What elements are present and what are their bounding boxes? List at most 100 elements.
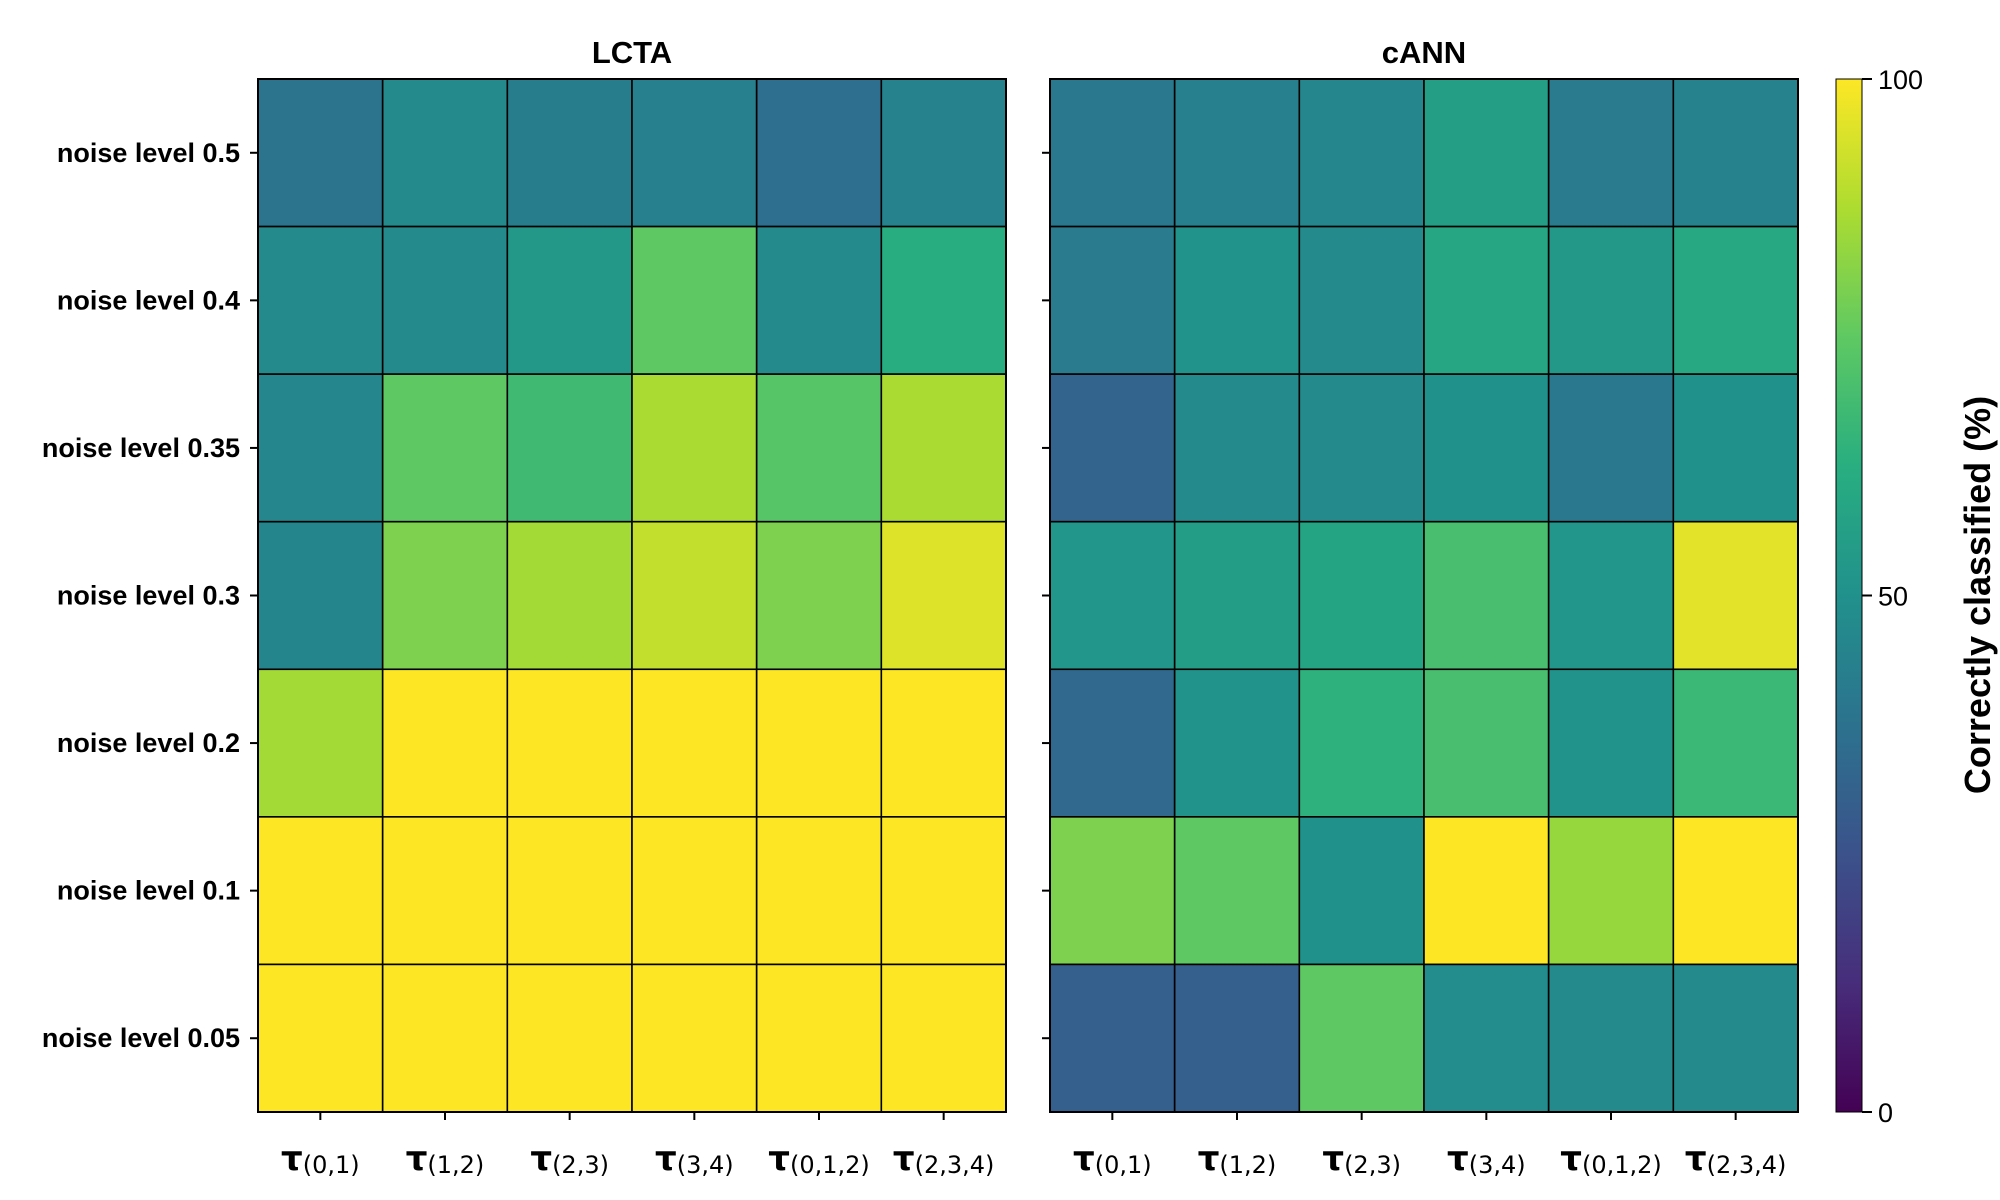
heatmap-cell (755, 78, 883, 228)
heatmap-cell (1049, 78, 1176, 228)
heatmap-cell (1547, 520, 1675, 671)
heatmap-cell (506, 520, 633, 671)
heatmap-cell (755, 963, 883, 1113)
heatmap-cell (1423, 963, 1550, 1113)
heatmap-cell (257, 816, 384, 966)
heatmap-cell (1547, 225, 1675, 375)
heatmap-cell (1672, 668, 1799, 818)
colorbar-tick-label: 0 (1878, 1098, 1893, 1128)
row-labels-lcta: noise level 0.5 noise level 0.4 noise leve… (42, 138, 258, 1053)
heatmap-cell (755, 668, 883, 818)
heatmap-cells-cann (1049, 78, 1799, 1113)
column-label: τ(0,1) (1073, 1139, 1152, 1179)
heatmap-cell (381, 520, 509, 671)
row-label: noise level 0.3 (57, 581, 240, 611)
heatmap-cell (755, 225, 883, 375)
heatmap-cell (1298, 225, 1425, 375)
column-label: τ(2,3) (530, 1139, 609, 1179)
heatmap-cell (1049, 373, 1176, 523)
column-label: τ(1,2) (406, 1139, 485, 1179)
column-label: τ(2,3,4) (893, 1139, 995, 1179)
heatmap-cell (880, 225, 1007, 375)
heatmap-cell (1672, 816, 1799, 966)
heatmap-cell (1049, 668, 1176, 818)
heatmap-cell (506, 816, 633, 966)
heatmap-cell (257, 963, 384, 1113)
heatmap-cell (381, 963, 509, 1113)
colorbar-tick-label: 50 (1878, 582, 1908, 612)
heatmap-cell (506, 225, 633, 375)
row-label: noise level 0.1 (57, 876, 240, 906)
heatmap-cell (1298, 816, 1425, 966)
heatmap-cell (1298, 78, 1425, 228)
heatmap-cell (381, 668, 509, 818)
row-label: noise level 0.2 (57, 728, 240, 758)
heatmap-cell (1672, 963, 1799, 1113)
heatmap-cell (1049, 816, 1176, 966)
heatmap-cell (880, 816, 1007, 966)
heatmap-cell (257, 520, 384, 671)
row-label: noise level 0.4 (57, 285, 240, 315)
row-label: noise level 0.5 (57, 138, 240, 168)
heatmap-cell (1423, 816, 1550, 966)
heatmap-cell (631, 225, 758, 375)
colorbar-ticks: 0 50 100 (1862, 65, 1923, 1128)
row-ticks-cann (1042, 151, 1050, 1040)
heatmap-cell (1173, 816, 1301, 966)
column-labels-lcta: τ(0,1) τ(1,2) τ(2,3) τ(3,4) τ(0,1,2) τ(2,3,4) (281, 1112, 994, 1179)
heatmap-cell (631, 963, 758, 1113)
heatmap-cell (257, 373, 384, 523)
heatmap-cell (1049, 520, 1176, 671)
heatmap-cell (755, 373, 883, 523)
heatmap-cell (1547, 373, 1675, 523)
heatmap-cell (1423, 373, 1550, 523)
column-labels-cann: τ(0,1) τ(1,2) τ(2,3) τ(3,4) τ(0,1,2) τ(2,3,4) (1073, 1112, 1786, 1179)
heatmap-cell (631, 520, 758, 671)
heatmap-cell (1298, 373, 1425, 523)
heatmap-cell (1672, 225, 1799, 375)
column-label: τ(0,1,2) (768, 1139, 870, 1179)
colorbar-label: Correctly classified (%) (1957, 396, 1998, 794)
heatmap-cell (1298, 963, 1425, 1113)
row-label: noise level 0.35 (42, 433, 240, 463)
heatmap-cell (880, 668, 1007, 818)
column-label: τ(2,3) (1322, 1139, 1401, 1179)
heatmap-cell (1672, 78, 1799, 228)
heatmap-cell (880, 373, 1007, 523)
heatmap-cells-lcta (257, 78, 1007, 1113)
heatmap-cell (631, 668, 758, 818)
column-label: τ(2,3,4) (1685, 1139, 1787, 1179)
heatmap-cell (1423, 78, 1550, 228)
heatmap-cell (1298, 520, 1425, 671)
heatmap-cell (631, 816, 758, 966)
heatmap-cell (1423, 668, 1550, 818)
heatmap-cell (1547, 963, 1675, 1113)
heatmap-cell (257, 225, 384, 375)
panel-title-cann: cANN (1382, 35, 1466, 70)
heatmap-cell (257, 78, 384, 228)
heatmap-cell (1049, 225, 1176, 375)
heatmap-cell (880, 78, 1007, 228)
heatmap-cell (1423, 520, 1550, 671)
heatmap-cell (1173, 520, 1301, 671)
column-label: τ(0,1,2) (1560, 1139, 1662, 1179)
heatmap-cell (1173, 668, 1301, 818)
heatmap-cell (1049, 963, 1176, 1113)
panel-title-lcta: LCTA (592, 35, 672, 70)
heatmap-cell (1547, 78, 1675, 228)
heatmap-cell (506, 78, 633, 228)
heatmap-cell (1173, 963, 1301, 1113)
heatmap-cell (1672, 373, 1799, 523)
heatmap-cell (1173, 225, 1301, 375)
colorbar: 0 50 100 Correctly classified (%) (1835, 65, 1998, 1128)
heatmap-cell (1298, 668, 1425, 818)
heatmap-cell (506, 668, 633, 818)
heatmap-cell (381, 225, 509, 375)
heatmap-cell (1173, 78, 1301, 228)
heatmap-cell (381, 373, 509, 523)
heatmap-cell (257, 668, 384, 818)
heatmap-panel-cann: cANN τ(0,1) τ(1,2) τ(2,3) τ(3,4) τ(0,1,2) τ(2… (1042, 35, 1799, 1179)
heatmap-cell (1547, 816, 1675, 966)
